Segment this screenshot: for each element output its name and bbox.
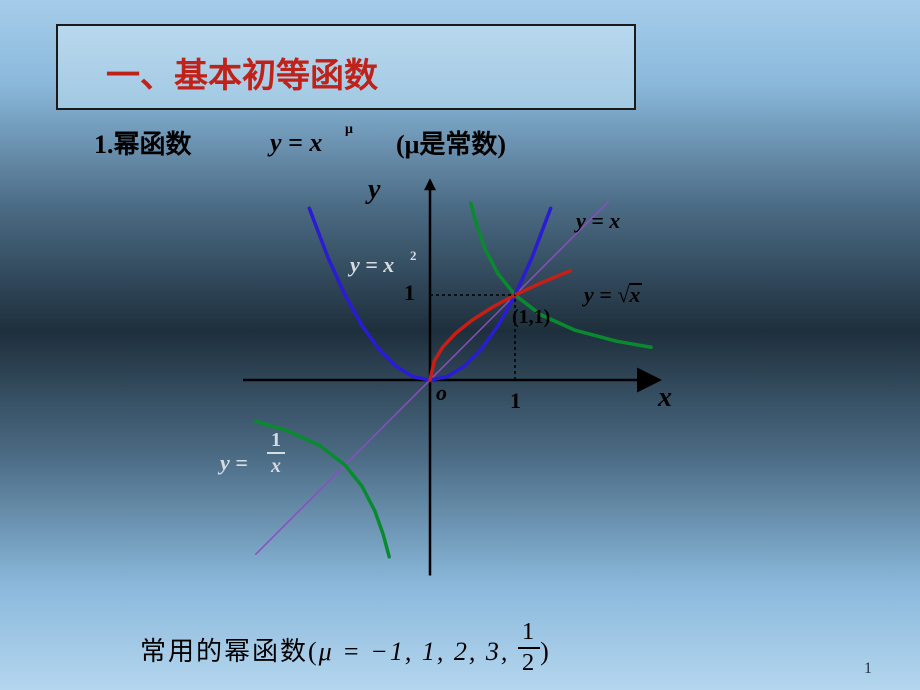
footer-part1: 常用的幂函数(: [140, 637, 319, 666]
footer-part2: ): [540, 637, 551, 666]
label-pt11: (1,1): [512, 306, 550, 329]
footer-mu: μ = −1, 1, 2, 3,: [319, 637, 510, 666]
label-yx: y = x: [576, 208, 620, 234]
frac-den-x: x: [267, 454, 285, 476]
label-x_axis: x: [658, 382, 672, 414]
footer-frac-den: 2: [518, 649, 540, 676]
label-yx2_base: y = x: [350, 252, 394, 278]
frac-num-1: 1: [267, 430, 285, 454]
footer-frac-num: 1: [518, 620, 540, 649]
power-function-chart: [0, 0, 920, 690]
label-tick_x1: 1: [510, 388, 521, 414]
label-ysqrt: y = √x: [584, 282, 640, 308]
label-y-frac-y: y =: [220, 450, 248, 476]
label-y_axis: y: [368, 174, 380, 206]
label-y-frac: 1 x: [267, 430, 285, 476]
footer-text: 常用的幂函数(μ = −1, 1, 2, 3, 1 2 ): [140, 620, 551, 675]
label-tick_y1: 1: [404, 280, 415, 306]
page-number: 1: [864, 660, 872, 678]
label-yx2_exp: 2: [410, 248, 417, 264]
label-origin: o: [436, 380, 447, 406]
